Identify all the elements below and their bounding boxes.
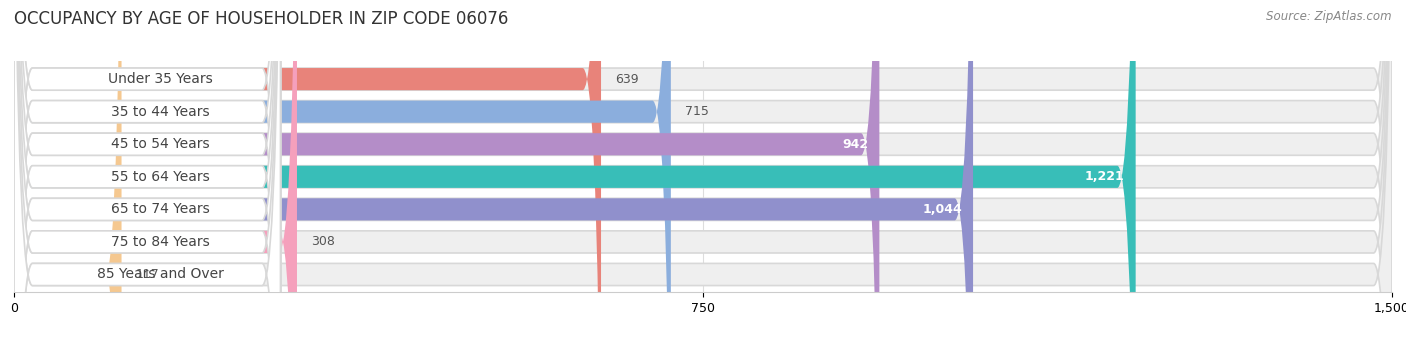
FancyBboxPatch shape (14, 0, 280, 340)
FancyBboxPatch shape (14, 0, 1392, 340)
FancyBboxPatch shape (14, 0, 1392, 340)
Text: 942: 942 (842, 138, 869, 151)
FancyBboxPatch shape (14, 0, 1392, 340)
Text: 45 to 54 Years: 45 to 54 Years (111, 137, 209, 151)
FancyBboxPatch shape (14, 0, 297, 340)
FancyBboxPatch shape (14, 0, 600, 340)
Text: 1,044: 1,044 (922, 203, 962, 216)
Text: Source: ZipAtlas.com: Source: ZipAtlas.com (1267, 10, 1392, 23)
FancyBboxPatch shape (14, 0, 280, 340)
FancyBboxPatch shape (14, 0, 1392, 340)
FancyBboxPatch shape (14, 0, 280, 340)
FancyBboxPatch shape (14, 0, 280, 340)
FancyBboxPatch shape (14, 0, 121, 340)
Text: 65 to 74 Years: 65 to 74 Years (111, 202, 209, 216)
Text: Under 35 Years: Under 35 Years (108, 72, 212, 86)
Text: 117: 117 (135, 268, 159, 281)
Text: 35 to 44 Years: 35 to 44 Years (111, 105, 209, 119)
FancyBboxPatch shape (14, 0, 973, 340)
FancyBboxPatch shape (14, 0, 280, 340)
FancyBboxPatch shape (14, 0, 1136, 340)
Text: 55 to 64 Years: 55 to 64 Years (111, 170, 209, 184)
FancyBboxPatch shape (14, 0, 1392, 340)
Text: 75 to 84 Years: 75 to 84 Years (111, 235, 209, 249)
FancyBboxPatch shape (14, 0, 280, 340)
Text: 85 Years and Over: 85 Years and Over (97, 268, 224, 282)
Text: 1,221: 1,221 (1085, 170, 1125, 183)
Text: 715: 715 (685, 105, 709, 118)
FancyBboxPatch shape (14, 0, 671, 340)
Text: 308: 308 (311, 235, 335, 249)
FancyBboxPatch shape (14, 0, 879, 340)
FancyBboxPatch shape (14, 0, 1392, 340)
FancyBboxPatch shape (14, 0, 280, 340)
Text: OCCUPANCY BY AGE OF HOUSEHOLDER IN ZIP CODE 06076: OCCUPANCY BY AGE OF HOUSEHOLDER IN ZIP C… (14, 10, 509, 28)
FancyBboxPatch shape (14, 0, 1392, 340)
Text: 639: 639 (614, 73, 638, 86)
